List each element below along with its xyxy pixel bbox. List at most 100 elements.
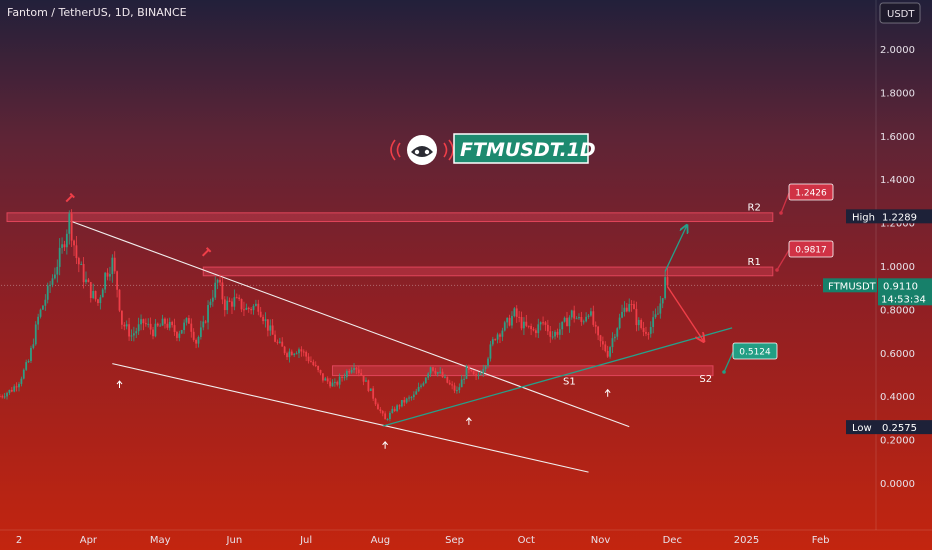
candle-body <box>202 321 205 328</box>
candle-body <box>231 301 233 307</box>
candle-body <box>372 388 375 399</box>
candle-body <box>247 307 250 310</box>
candle-body <box>508 317 511 326</box>
y-tick-label: 0.8000 <box>880 305 915 316</box>
candle-body <box>73 240 75 246</box>
candle-body <box>207 305 209 323</box>
candle-body <box>44 299 47 306</box>
zones-layer <box>6 212 774 377</box>
candle-body <box>326 378 329 382</box>
candle-body <box>58 247 61 267</box>
candle-body <box>393 408 396 412</box>
candle-body <box>8 389 11 393</box>
candle-body <box>278 341 281 343</box>
callout-r2-leader <box>780 192 790 214</box>
candle-body <box>652 317 655 328</box>
callout-s2-leader <box>723 351 734 373</box>
candle-body <box>113 257 116 272</box>
candle-body <box>30 347 32 362</box>
time-axis[interactable]: 2 Apr May Jun Jul Aug Sep Oct Nov Dec 2025 Feb <box>16 535 830 546</box>
currency-selector[interactable]: USDT <box>879 2 921 24</box>
price-axis[interactable]: 2.0000 1.8000 1.6000 1.4000 1.2000 1.0000 0.80… <box>880 45 915 490</box>
callout-s2-box[interactable] <box>732 342 778 360</box>
candle-body <box>238 297 241 299</box>
candle-body <box>585 316 588 322</box>
candle-body <box>317 366 320 370</box>
candle-body <box>477 374 480 377</box>
candle-body <box>147 323 150 325</box>
candle-body <box>503 322 506 331</box>
x-tick-label: Oct <box>518 535 535 546</box>
candle-body <box>235 297 238 299</box>
candle-body <box>176 332 178 338</box>
candle-body <box>444 376 446 378</box>
candle-body <box>432 367 434 371</box>
candle-body <box>365 380 367 382</box>
candle-body <box>37 316 40 325</box>
candle-body <box>420 385 422 387</box>
candle-body <box>154 323 157 337</box>
y-tick-label: 2.0000 <box>880 45 915 56</box>
candle-body <box>613 336 616 339</box>
candle-body <box>32 344 35 348</box>
candle-body <box>542 322 544 324</box>
x-tick-label: Feb <box>812 535 830 546</box>
candle-body <box>259 311 262 317</box>
candle-body <box>341 376 343 378</box>
trendlines-layer <box>0 220 876 473</box>
candle-body <box>255 303 257 306</box>
up-arrow-icon <box>382 440 389 449</box>
candle-body <box>353 368 355 370</box>
candle-body <box>625 307 628 312</box>
candle-body <box>140 319 142 325</box>
callout-r2-box[interactable] <box>788 183 834 201</box>
x-tick-label: 2 <box>16 535 22 546</box>
candle-body <box>475 374 477 377</box>
candle-body <box>70 213 73 241</box>
candle-body <box>283 346 286 354</box>
symbol-title[interactable]: Fantom / TetherUS, 1D, BINANCE <box>7 6 187 19</box>
bullish-projection-arrow <box>664 226 687 272</box>
candle-body <box>1 396 4 398</box>
candle-body <box>470 369 473 372</box>
candle-body <box>156 323 159 326</box>
candle-body <box>89 282 92 299</box>
candle-body <box>410 397 413 399</box>
candle-body <box>214 282 217 298</box>
candle-body <box>645 331 647 334</box>
candle-body <box>185 318 188 323</box>
bearish-projection-arrow <box>666 286 704 341</box>
candle-body <box>439 371 442 373</box>
high-badge-label-box <box>846 209 878 224</box>
candle-body <box>42 305 44 310</box>
candle-body <box>125 324 128 327</box>
candle-body <box>281 341 284 347</box>
candle-body <box>252 305 255 311</box>
candle-body <box>266 319 269 331</box>
pin-icon <box>65 192 75 203</box>
candle-body <box>441 371 444 378</box>
candle-body <box>300 349 303 352</box>
callout-r2-value: 1.2426 <box>795 189 827 199</box>
candle-body <box>479 373 482 375</box>
candle-body <box>13 386 16 392</box>
candle-body <box>391 408 394 413</box>
candle-body <box>257 303 260 312</box>
candle-body <box>310 361 312 363</box>
callout-r1-anchor <box>775 268 779 272</box>
candle-body <box>178 333 181 338</box>
candle-body <box>329 381 331 387</box>
level-label-r2: R2 <box>748 203 761 214</box>
x-tick-label: Jun <box>226 535 243 546</box>
candle-body <box>546 324 549 332</box>
candle-body <box>642 327 645 332</box>
candle-body <box>549 331 552 337</box>
zone-s2 <box>331 365 714 377</box>
candle-body <box>561 321 564 330</box>
candle-body <box>348 371 351 373</box>
callout-r1-box[interactable] <box>788 240 834 258</box>
candle-body <box>446 376 449 383</box>
candle-body <box>539 322 542 325</box>
